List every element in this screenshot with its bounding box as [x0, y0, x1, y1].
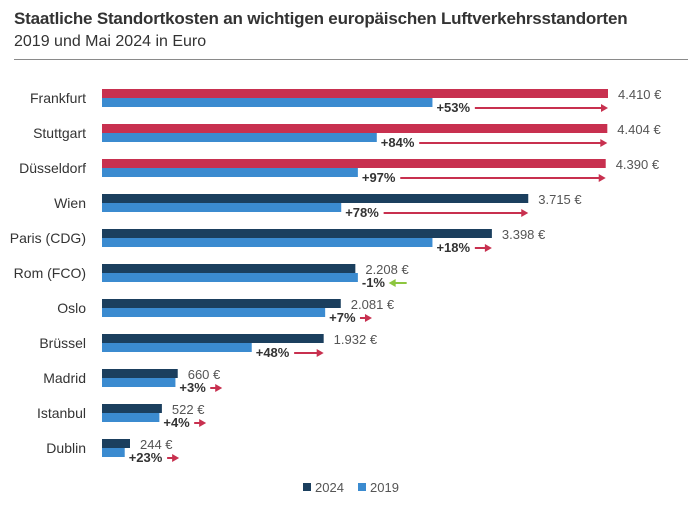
- bar-2024: [102, 229, 492, 238]
- change-arrow-head: [521, 209, 529, 217]
- category-label: Stuttgart: [33, 125, 86, 141]
- chart-title: Staatliche Standortkosten an wichtigen e…: [14, 9, 628, 28]
- category-label: Istanbul: [37, 405, 86, 421]
- value-label: 2.081 €: [351, 297, 395, 312]
- category-label: Düsseldorf: [19, 160, 86, 176]
- change-label: +23%: [129, 450, 163, 465]
- category-label: Oslo: [57, 300, 86, 316]
- bar-2019: [102, 238, 433, 247]
- change-arrow-head: [484, 244, 492, 252]
- bar-2019: [102, 378, 176, 387]
- category-label: Brüssel: [39, 335, 86, 351]
- bar-2019: [102, 343, 252, 352]
- legend-swatch-2024: [303, 483, 311, 491]
- value-label: 4.410 €: [618, 87, 662, 102]
- category-label: Rom (FCO): [14, 265, 86, 281]
- change-arrow-head: [601, 104, 608, 112]
- change-label: +4%: [163, 415, 190, 430]
- change-arrow-head: [199, 419, 207, 427]
- category-label: Dublin: [46, 440, 86, 456]
- title-divider: [14, 59, 688, 60]
- change-arrow-head: [215, 384, 223, 392]
- legend-label-2024: 2024: [315, 480, 344, 495]
- bar-2024: [102, 439, 130, 448]
- bar-2019: [102, 133, 377, 142]
- change-arrow-head: [172, 454, 180, 462]
- bar-2024: [102, 194, 529, 203]
- change-label: +84%: [381, 135, 415, 150]
- change-label: +48%: [256, 345, 290, 360]
- bar-2019: [102, 273, 358, 282]
- bar-2019: [102, 308, 326, 317]
- chart-subtitle: 2019 und Mai 2024 in Euro: [14, 33, 207, 50]
- bar-2024: [102, 124, 608, 133]
- change-label: -1%: [362, 275, 386, 290]
- value-label: 3.398 €: [502, 227, 546, 242]
- bar-2019: [102, 168, 358, 177]
- category-label: Frankfurt: [30, 90, 86, 106]
- value-label: 660 €: [188, 367, 221, 382]
- value-label: 3.715 €: [538, 192, 582, 207]
- bar-2019: [102, 98, 433, 107]
- change-label: +78%: [345, 205, 379, 220]
- change-arrow-head: [316, 349, 324, 357]
- value-label: 4.390 €: [616, 157, 660, 172]
- bar-2024: [102, 264, 356, 273]
- legend-label-2019: 2019: [370, 480, 399, 495]
- bar-2024: [102, 334, 324, 343]
- change-label: +97%: [362, 170, 396, 185]
- value-label: 2.208 €: [365, 262, 409, 277]
- legend-swatch-2019: [358, 483, 366, 491]
- change-label: +7%: [329, 310, 356, 325]
- value-label: 522 €: [172, 402, 205, 417]
- category-label: Paris (CDG): [10, 230, 86, 246]
- change-label: +3%: [179, 380, 206, 395]
- bar-2019: [102, 203, 342, 212]
- category-label: Madrid: [43, 370, 86, 386]
- bar-2019: [102, 448, 125, 457]
- change-arrow-head: [598, 174, 606, 182]
- bar-2019: [102, 413, 160, 422]
- change-label: +53%: [436, 100, 470, 115]
- bar-2024: [102, 404, 162, 413]
- bar-2024: [102, 369, 178, 378]
- bar-2024: [102, 89, 608, 98]
- bar-2024: [102, 299, 341, 308]
- change-arrow-head: [600, 139, 608, 147]
- value-label: 1.932 €: [334, 332, 378, 347]
- bar-2024: [102, 159, 606, 168]
- change-arrow-head: [364, 314, 372, 322]
- category-label: Wien: [54, 195, 86, 211]
- value-label: 244 €: [140, 437, 173, 452]
- change-arrow-head: [388, 279, 396, 287]
- value-label: 4.404 €: [617, 122, 661, 137]
- change-label: +18%: [436, 240, 470, 255]
